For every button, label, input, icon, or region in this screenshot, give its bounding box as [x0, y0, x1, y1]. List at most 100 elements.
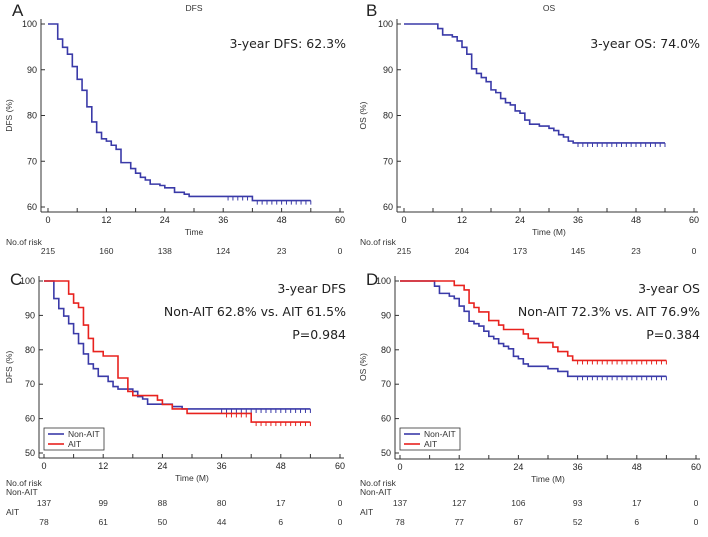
risk-count: 0: [692, 246, 697, 256]
annotation: 3-year DFS: 62.3%: [229, 36, 346, 51]
x-tick-label: 24: [513, 462, 523, 472]
annotation: P=0.384: [646, 327, 700, 342]
y-tick-label: 100: [378, 19, 393, 29]
panel-letter: B: [366, 1, 377, 20]
annotation: Non-AIT 72.3% vs. AIT 76.9%: [518, 304, 700, 319]
risk-count: 78: [395, 517, 405, 527]
risk-count: 106: [511, 498, 525, 508]
x-tick-label: 12: [98, 461, 108, 471]
km-curve-ait: [44, 280, 311, 423]
y-axis-label: DFS (%): [4, 351, 14, 384]
y-tick-label: 60: [381, 414, 391, 424]
chart-title: OS: [543, 3, 556, 13]
km-curve-non-ait: [44, 280, 311, 410]
risk-count: 80: [217, 498, 227, 508]
risk-count: 50: [158, 517, 168, 527]
annotation: 3-year DFS: [277, 281, 346, 296]
risk-count: 99: [98, 498, 108, 508]
panel-b: B OS 60 70 80 90 100 0 12 24 36 48 60 Time (M) OS (%) 3…: [358, 1, 700, 256]
y-tick-label: 90: [381, 310, 391, 320]
risk-group-name: Non-AIT: [6, 487, 38, 497]
x-tick-label: 24: [157, 461, 167, 471]
risk-count: 138: [158, 246, 172, 256]
y-tick-label: 100: [20, 276, 35, 286]
x-axis-label: Time: [185, 227, 204, 237]
x-tick-label: 36: [217, 461, 227, 471]
annotation: Non-AIT 62.8% vs. AIT 61.5%: [164, 304, 346, 319]
x-tick-label: 0: [41, 461, 46, 471]
x-axis-label: Time (M): [532, 227, 566, 237]
y-tick-label: 60: [27, 202, 37, 212]
x-tick-label: 48: [277, 215, 287, 225]
x-tick-label: 60: [335, 461, 345, 471]
risk-count: 0: [694, 498, 699, 508]
risk-count: 0: [338, 246, 343, 256]
legend-label: AIT: [424, 439, 437, 449]
y-tick-label: 80: [25, 345, 35, 355]
risk-count: 6: [278, 517, 283, 527]
risk-group-name: AIT: [6, 507, 19, 517]
annotation: 3-year OS: 74.0%: [590, 36, 700, 51]
annotation: P=0.984: [292, 327, 346, 342]
risk-count: 67: [514, 517, 524, 527]
x-axis-label: Time (M): [175, 473, 209, 483]
y-axis-label: OS (%): [358, 101, 368, 129]
x-tick-label: 0: [397, 462, 402, 472]
y-tick-label: 60: [25, 414, 35, 424]
risk-count: 0: [338, 498, 343, 508]
y-tick-label: 70: [383, 156, 393, 166]
legend-label: Non-AIT: [68, 429, 100, 439]
risk-count: 93: [573, 498, 583, 508]
risk-count: 215: [41, 246, 55, 256]
risk-group-name: AIT: [360, 507, 373, 517]
risk-table-label: No.of risk: [360, 478, 397, 488]
risk-count: 160: [99, 246, 113, 256]
risk-count: 0: [338, 517, 343, 527]
x-tick-label: 48: [276, 461, 286, 471]
x-tick-label: 60: [689, 215, 699, 225]
y-axis-label: OS (%): [358, 353, 368, 381]
risk-count: 6: [634, 517, 639, 527]
chart-title: DFS: [186, 3, 203, 13]
y-tick-label: 70: [27, 156, 37, 166]
risk-count: 173: [513, 246, 527, 256]
y-axis-label: DFS (%): [4, 99, 14, 132]
y-tick-label: 70: [25, 379, 35, 389]
x-tick-label: 0: [401, 215, 406, 225]
x-tick-label: 60: [335, 215, 345, 225]
y-tick-label: 100: [22, 19, 37, 29]
y-tick-label: 90: [25, 310, 35, 320]
y-tick-label: 90: [383, 65, 393, 75]
x-tick-label: 36: [573, 462, 583, 472]
y-tick-label: 70: [381, 379, 391, 389]
y-tick-label: 60: [383, 202, 393, 212]
x-tick-label: 48: [632, 462, 642, 472]
risk-count: 204: [455, 246, 469, 256]
risk-count: 127: [452, 498, 466, 508]
risk-count: 137: [393, 498, 407, 508]
annotation: 3-year OS: [638, 281, 700, 296]
y-tick-label: 50: [25, 448, 35, 458]
risk-count: 52: [573, 517, 583, 527]
x-tick-label: 24: [160, 215, 170, 225]
y-tick-label: 50: [381, 448, 391, 458]
risk-count: 88: [158, 498, 168, 508]
x-tick-label: 36: [218, 215, 228, 225]
risk-count: 44: [217, 517, 227, 527]
x-axis-label: Time (M): [531, 474, 565, 484]
risk-count: 145: [571, 246, 585, 256]
risk-count: 215: [397, 246, 411, 256]
risk-count: 78: [39, 517, 49, 527]
x-tick-label: 12: [457, 215, 467, 225]
x-tick-label: 12: [101, 215, 111, 225]
x-tick-label: 0: [45, 215, 50, 225]
risk-count: 17: [276, 498, 286, 508]
km-curve-non-ait: [400, 280, 667, 378]
risk-table-label: No.of risk: [6, 478, 43, 488]
